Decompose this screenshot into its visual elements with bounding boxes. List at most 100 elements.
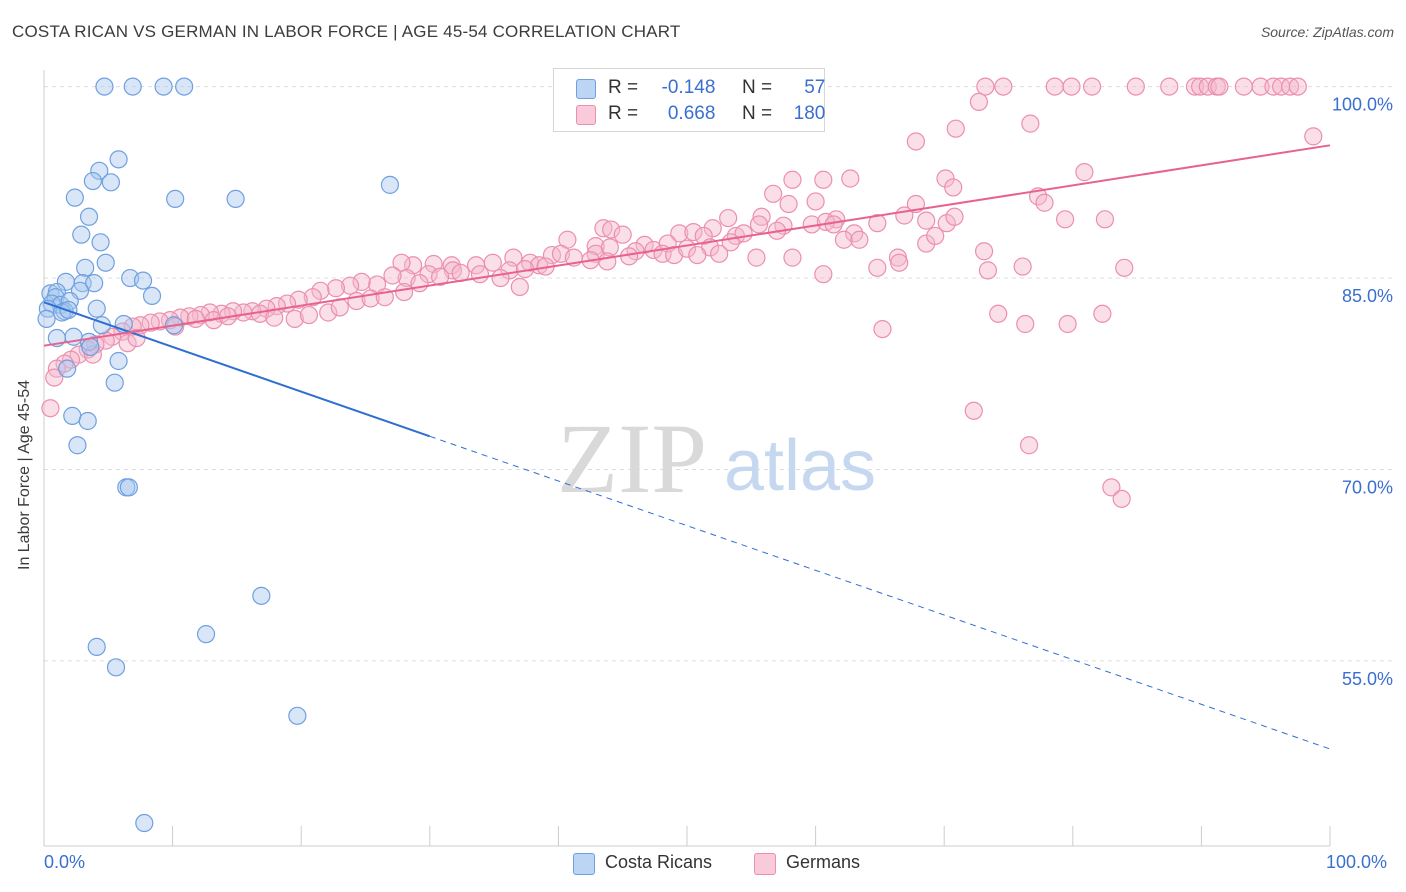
german-point [1095, 210, 1115, 229]
costa-rican-point [101, 173, 120, 192]
costa-rican-point [68, 436, 87, 455]
costa-rican-point [90, 161, 109, 180]
germans-trend-line [43, 144, 1331, 347]
costa-rican-point [96, 253, 115, 272]
german-point [1062, 77, 1081, 96]
source-credit: Source: ZipAtlas.com [1260, 24, 1394, 40]
costa-rican-point [83, 171, 102, 191]
y-tick-label: 85.0% [1342, 286, 1393, 306]
legend-label-costa-ricans: Costa Ricans [605, 852, 713, 872]
german-point [688, 245, 707, 265]
german-point [710, 244, 729, 263]
german-point [945, 207, 964, 226]
german-point [814, 170, 833, 189]
legend-r-value-pink: 0.668 [667, 103, 716, 124]
german-point [1019, 436, 1039, 455]
costa-rican-point [63, 406, 82, 425]
german-point [694, 226, 713, 246]
german-point [510, 277, 529, 297]
german-point [186, 309, 205, 328]
german-point [834, 230, 853, 249]
costa-rican-point [119, 478, 138, 497]
german-point [1126, 77, 1145, 96]
german-point [989, 304, 1008, 323]
german-point [45, 368, 64, 387]
german-point [684, 222, 703, 242]
german-point [319, 303, 338, 322]
german-point [289, 290, 308, 309]
german-point [613, 225, 632, 244]
legend-r-label: R = [608, 103, 639, 124]
german-point [841, 169, 860, 188]
german-point [394, 282, 414, 302]
german-point [1055, 210, 1075, 229]
german-point [779, 194, 798, 214]
stats-legend: R = -0.148 N = 57 R = 0.668 N = 180 [553, 68, 825, 132]
german-point [969, 92, 989, 112]
y-tick-label: 100.0% [1332, 95, 1393, 115]
legend-n-label: N = [741, 77, 773, 98]
german-point [352, 272, 371, 291]
german-point [976, 77, 995, 96]
costa-rican-point [142, 286, 162, 306]
legend-swatch-costa-ricans [573, 853, 595, 875]
series-legend: Costa Ricans Germans [0, 852, 1406, 876]
german-point [814, 265, 833, 284]
costa-ricans-points [37, 77, 400, 833]
legend-label-germans: Germans [786, 852, 861, 872]
german-point [1288, 77, 1307, 96]
german-point [719, 208, 738, 228]
german-point [890, 253, 909, 272]
legend-r-label: R = [608, 77, 639, 98]
x-min-label: 0.0% [44, 852, 86, 872]
costa-rican-point [175, 77, 194, 96]
german-point [1082, 77, 1102, 96]
german-point [1115, 258, 1134, 277]
costa-rican-point [123, 77, 142, 96]
german-point [1058, 314, 1077, 334]
german-point [1093, 304, 1112, 323]
german-point [964, 401, 983, 420]
german-point [466, 256, 486, 275]
chart-title: COSTA RICAN VS GERMAN IN LABOR FORCE | A… [12, 22, 681, 41]
costa-rican-point [252, 586, 271, 605]
german-point [430, 267, 450, 286]
y-tick-labels: 100.0% 85.0% 70.0% 55.0% [1332, 95, 1393, 689]
costa-rican-point [58, 359, 77, 378]
costa-rican-point [79, 207, 99, 226]
costa-rican-point [95, 77, 114, 96]
german-point [926, 226, 945, 246]
german-point [491, 268, 510, 288]
german-point [118, 334, 137, 353]
german-point [1035, 193, 1054, 212]
german-point [917, 211, 936, 230]
costa-rican-point [135, 813, 154, 833]
german-point [946, 119, 965, 138]
german-point [1304, 127, 1323, 146]
axes [43, 70, 1331, 847]
german-point [895, 206, 914, 225]
german-point [326, 279, 346, 298]
german-point [906, 132, 926, 151]
german-point [635, 235, 654, 254]
costa-rican-point [105, 373, 124, 392]
german-point [340, 276, 360, 295]
german-point [670, 224, 689, 243]
y-tick-label: 70.0% [1342, 477, 1393, 497]
legend-n-value-pink: 180 [793, 103, 826, 124]
german-point [470, 265, 490, 284]
german-point [1210, 77, 1229, 96]
costa-rican-point [87, 637, 106, 656]
german-point [1013, 257, 1032, 276]
german-point [299, 305, 319, 325]
german-point [1185, 77, 1205, 96]
german-point [783, 170, 802, 189]
german-point [944, 178, 963, 197]
german-point [1075, 163, 1094, 182]
costa-rican-point [196, 625, 216, 644]
costa-rican-point [154, 77, 173, 96]
german-point [868, 258, 887, 277]
german-point [783, 248, 802, 267]
german-point [850, 230, 869, 249]
